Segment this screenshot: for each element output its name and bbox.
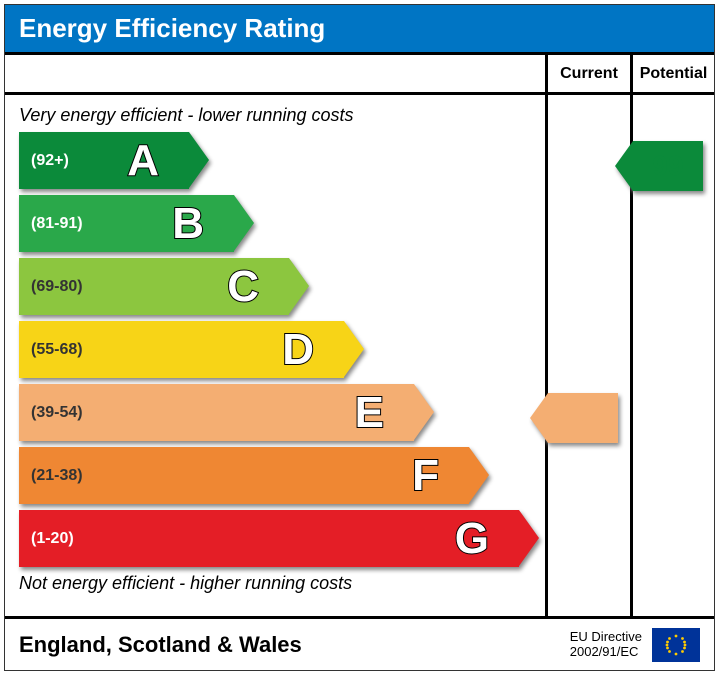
chart-title: Energy Efficiency Rating	[5, 5, 714, 52]
bands-list: (92+) A (81-91) B (69-80) C (55-68) D (39-54) E (2…	[19, 132, 531, 567]
band-range: (55-68)	[31, 341, 83, 359]
potential-header: Potential	[633, 55, 714, 95]
band-bar: (1-20) G	[19, 510, 519, 567]
band-e: (39-54) E	[19, 384, 531, 441]
directive-line1: EU Directive	[570, 630, 642, 644]
directive-text: EU Directive 2002/91/EC	[570, 630, 642, 659]
chart-body: Very energy efficient - lower running co…	[5, 52, 714, 670]
band-c: (69-80) C	[19, 258, 531, 315]
current-value: 46	[548, 393, 618, 443]
band-range: (21-38)	[31, 467, 83, 485]
region-label: England, Scotland & Wales	[19, 632, 302, 658]
band-letter: E	[355, 388, 384, 438]
bands-header-empty	[5, 55, 545, 95]
band-letter: G	[455, 514, 489, 564]
band-range: (69-80)	[31, 278, 83, 296]
band-b: (81-91) B	[19, 195, 531, 252]
potential-value: 99	[633, 141, 703, 191]
band-d: (55-68) D	[19, 321, 531, 378]
potential-marker: 99	[633, 141, 703, 191]
band-bar: (21-38) F	[19, 447, 469, 504]
band-a: (92+) A	[19, 132, 531, 189]
band-letter: D	[282, 325, 314, 375]
band-f: (21-38) F	[19, 447, 531, 504]
chart-area: Very energy efficient - lower running co…	[5, 95, 545, 600]
directive-block: EU Directive 2002/91/EC	[570, 628, 700, 662]
band-bar: (39-54) E	[19, 384, 414, 441]
band-letter: F	[412, 451, 439, 501]
band-g: (1-20) G	[19, 510, 531, 567]
epc-chart: Energy Efficiency Rating Very energy eff…	[4, 4, 715, 671]
bands-column: Very energy efficient - lower running co…	[5, 55, 545, 616]
current-header: Current	[548, 55, 630, 95]
band-bar: (69-80) C	[19, 258, 289, 315]
band-range: (39-54)	[31, 404, 83, 422]
potential-column: Potential 99	[630, 55, 714, 616]
band-bar: (81-91) B	[19, 195, 234, 252]
band-range: (1-20)	[31, 530, 74, 548]
efficient-label: Very energy efficient - lower running co…	[19, 105, 531, 126]
band-letter: C	[227, 262, 259, 312]
inefficient-label: Not energy efficient - higher running co…	[19, 573, 531, 594]
band-letter: A	[127, 136, 159, 186]
directive-line2: 2002/91/EC	[570, 645, 642, 659]
band-range: (92+)	[31, 152, 69, 170]
current-column: Current 46	[545, 55, 630, 616]
eu-flag-icon	[652, 628, 700, 662]
current-marker: 46	[548, 393, 618, 443]
chart-footer: England, Scotland & Wales EU Directive 2…	[5, 616, 714, 670]
band-range: (81-91)	[31, 215, 83, 233]
band-letter: B	[172, 199, 204, 249]
band-bar: (92+) A	[19, 132, 189, 189]
band-bar: (55-68) D	[19, 321, 344, 378]
